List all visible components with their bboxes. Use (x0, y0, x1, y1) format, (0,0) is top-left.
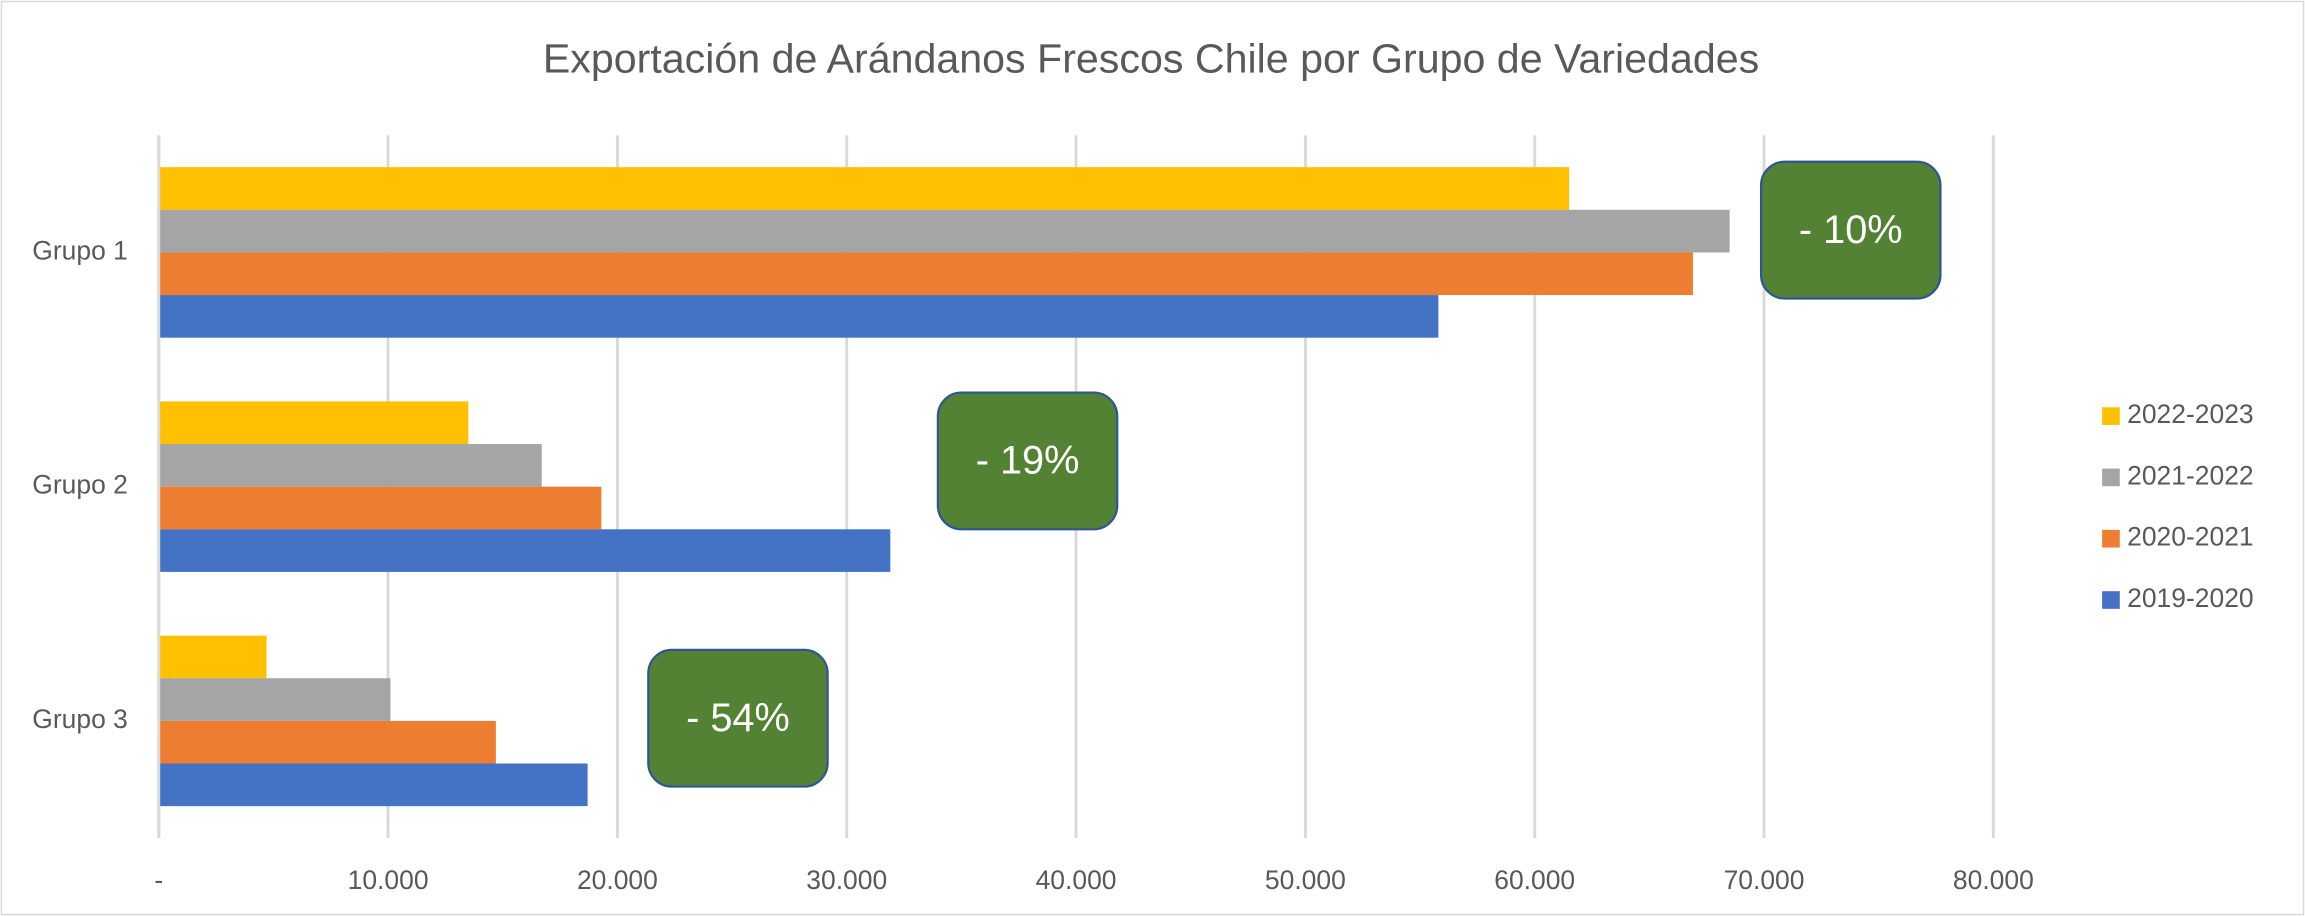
x-tick-label: 80.000 (1953, 865, 2034, 895)
annotation-text: - 54% (686, 696, 790, 740)
bar (158, 486, 602, 530)
bar (158, 720, 496, 764)
annotation-box (647, 648, 829, 788)
legend-swatch (2102, 468, 2120, 487)
annotation-box (1759, 160, 1942, 300)
y-tick-label: Grupo 3 (32, 704, 128, 734)
bar (158, 529, 891, 572)
x-tick-label: 30.000 (806, 865, 887, 895)
x-tick-label: - (154, 865, 163, 895)
x-tick-label: 70.000 (1724, 865, 1805, 895)
y-tick-label: Grupo 2 (32, 470, 128, 500)
bar (158, 763, 588, 807)
legend-label: 2022-2023 (2127, 399, 2254, 429)
x-tick-label: 50.000 (1265, 865, 1346, 895)
legend-label: 2019-2020 (2127, 583, 2254, 613)
annotation-box (936, 391, 1119, 531)
bar (158, 401, 469, 445)
legend-swatch (2102, 407, 2120, 425)
annotation-text: - 19% (976, 439, 1080, 483)
bar (158, 635, 267, 679)
chart-title: Exportación de Arándanos Frescos Chile p… (543, 36, 1759, 82)
x-tick-label: 20.000 (577, 865, 658, 895)
bar (158, 209, 1730, 253)
bar (158, 252, 1693, 296)
legend-swatch (2102, 591, 2120, 609)
legend-label: 2020-2021 (2127, 522, 2254, 552)
legend-swatch (2102, 529, 2120, 548)
bar (158, 167, 1570, 210)
bar (158, 444, 542, 487)
legend-label: 2021-2022 (2127, 460, 2254, 490)
annotation-text: - 10% (1799, 208, 1903, 252)
bar (158, 295, 1439, 338)
x-tick-label: 40.000 (1036, 865, 1117, 895)
x-tick-label: 60.000 (1494, 865, 1575, 895)
y-tick-label: Grupo 1 (32, 235, 128, 265)
x-tick-label: 10.000 (348, 865, 429, 895)
bar (158, 678, 391, 721)
